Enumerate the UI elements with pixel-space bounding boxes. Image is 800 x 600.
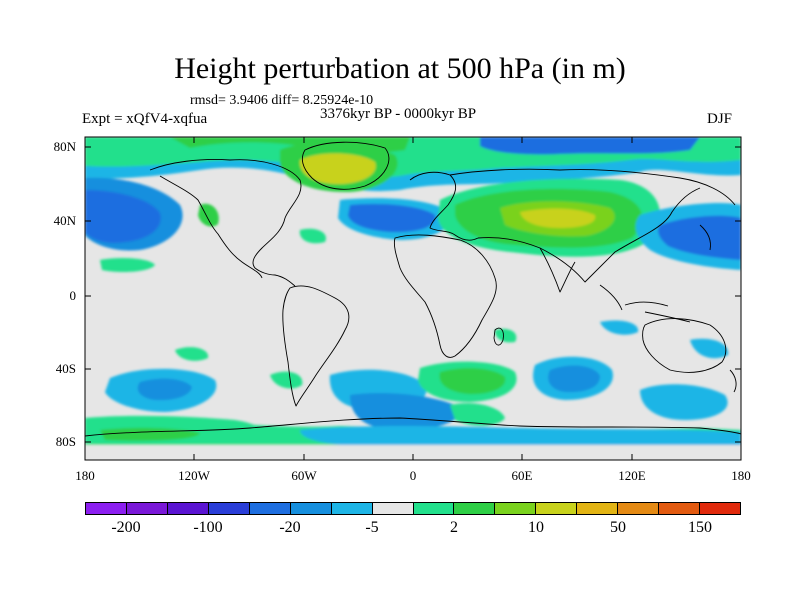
colorbar-swatch (125, 502, 168, 515)
x-tick-label: 60E (511, 468, 533, 483)
y-tick-label: 40S (55, 361, 76, 376)
colorbar-swatch (699, 502, 741, 515)
stats-label: rmsd= 3.9406 diff= 8.25924e-10 (190, 93, 374, 108)
x-tick-label: 180 (75, 468, 95, 483)
colorbar-swatch (85, 502, 127, 515)
y-tick-label: 80S (55, 434, 76, 449)
coastlines (85, 141, 741, 437)
y-tick-label: 80N (53, 139, 76, 154)
colorbar-label: 10 (528, 519, 544, 536)
colorbar-swatch (576, 502, 619, 515)
x-tick-label: 180 (731, 468, 751, 483)
x-tick-label: 0 (409, 468, 417, 483)
y-tick-label: 40N (53, 213, 76, 228)
x-tick-label: 120E (618, 468, 646, 483)
period-label: 3376kyr BP - 0000kyr BP (320, 106, 477, 122)
colorbar-swatch (166, 502, 209, 515)
colorbar-swatch (371, 502, 414, 515)
colorbar-swatch (617, 502, 660, 515)
experiment-label: Expt = xQfV4-xqfua (82, 111, 208, 127)
colorbar-swatch (248, 502, 291, 515)
colorbar-swatch (330, 502, 373, 515)
y-tick-label: 0 (69, 288, 77, 303)
map-title: Height perturbation at 500 hPa (in m) (174, 52, 626, 85)
colorbar-label: 50 (610, 519, 626, 536)
colorbar-label: -20 (279, 519, 301, 536)
season-label: DJF (707, 111, 733, 127)
colorbar-swatch (289, 502, 332, 515)
colorbar-swatch (453, 502, 496, 515)
colorbar-label: 150 (688, 519, 712, 536)
colorbar-label: -100 (193, 519, 223, 536)
colorbar-swatch (658, 502, 701, 515)
colorbar-label: -5 (365, 519, 379, 536)
colorbar-swatch (412, 502, 455, 515)
tick-marks (84, 137, 742, 460)
colorbar (85, 502, 741, 515)
colorbar-swatch (535, 502, 578, 515)
x-tick-label: 60W (291, 468, 317, 483)
x-tick-label: 120W (178, 468, 210, 483)
colorbar-label: -200 (111, 519, 141, 536)
colorbar-swatch (494, 502, 537, 515)
colorbar-swatch (207, 502, 250, 515)
colorbar-label: 2 (450, 519, 458, 536)
